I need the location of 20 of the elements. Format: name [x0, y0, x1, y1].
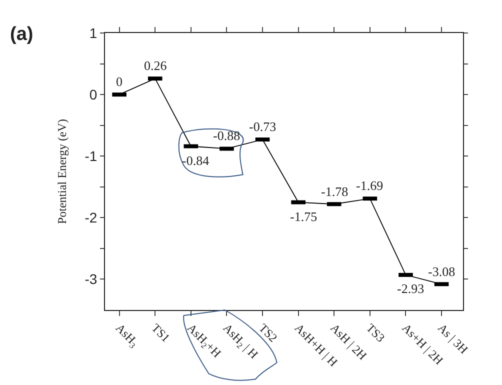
- y-tick-label: -2: [84, 210, 98, 226]
- y-tick-label: -1: [84, 148, 98, 164]
- data-label: -1.69: [356, 178, 384, 193]
- data-label: 0: [116, 74, 122, 89]
- y-tick-label: -3: [84, 271, 98, 288]
- data-label: -0.84: [182, 153, 210, 168]
- data-label: -1.78: [321, 184, 348, 199]
- x-tick-label: TS2: [256, 320, 280, 345]
- x-tick-label: TS3: [364, 320, 388, 345]
- data-label: -0.88: [213, 128, 240, 143]
- y-tick-label: 0: [89, 86, 98, 102]
- data-label: 0.26: [144, 58, 168, 73]
- x-tick-label: TS1: [148, 320, 173, 345]
- data-label: -1.75: [290, 209, 318, 224]
- y-axis-title: Potential Energy (eV): [55, 118, 70, 224]
- data-label: -2.93: [397, 281, 424, 296]
- y-tick-label: 1: [89, 24, 98, 41]
- data-label: -0.73: [249, 119, 276, 134]
- chart-title: (a): [10, 24, 34, 45]
- data-label: -3.08: [428, 264, 456, 279]
